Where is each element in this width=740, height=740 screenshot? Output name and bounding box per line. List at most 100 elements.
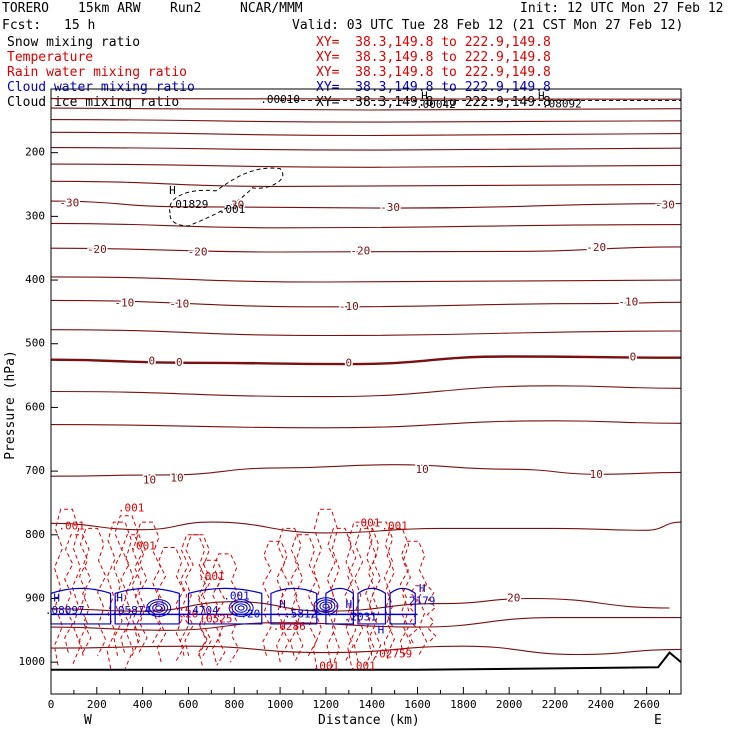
temperature-label: 20 (507, 591, 520, 604)
cloud-water-label: .5812 (284, 607, 317, 620)
temperature-label: -30 (59, 197, 79, 210)
x-axis-right-end: E (654, 713, 662, 728)
x-tick-label: 1400 (358, 698, 385, 711)
y-axis-title: Pressure (hPa) (2, 350, 18, 460)
temperature-contour-6 (50, 180, 682, 187)
cloud-water-core-1-6 (234, 603, 248, 613)
legend-xy-cloud-water: XY= 38.3,149.8 to 222.9,149.8 (316, 80, 551, 95)
temperature-label: -20 (586, 241, 606, 254)
snow-label: .01829 (169, 198, 209, 211)
rain-contour-17 (347, 521, 375, 666)
temperature-contour-3 (50, 131, 682, 137)
temperature-contour-14 (50, 385, 682, 398)
y-tick-label: 800 (25, 528, 45, 541)
cloud-water-core-2-3 (322, 603, 330, 609)
temperature-contour-20 (50, 645, 682, 656)
cloud-water-label: 2179 (409, 595, 436, 608)
temperature-label: -30 (655, 199, 675, 212)
temperature-contour-10 (50, 276, 682, 283)
cloud-water-contour-6 (389, 587, 416, 625)
rain-contour-19 (367, 521, 395, 657)
temperature-label: 10 (143, 474, 156, 487)
cloud-water-contour-2 (187, 587, 263, 625)
temperature-contour-4 (50, 147, 682, 151)
cloud-water-label: .08097 (45, 604, 85, 617)
y-tick-label: 700 (25, 464, 45, 477)
x-tick-label: 800 (224, 698, 244, 711)
x-tick-label: 1200 (313, 698, 340, 711)
cloud-water-contour-4 (325, 587, 354, 625)
temperature-label: -10 (114, 297, 134, 310)
rain-contour-8 (179, 534, 208, 657)
rain-label: .001 (198, 570, 225, 583)
temperature-label: -10 (618, 295, 638, 308)
rain-contour-3 (106, 521, 134, 669)
x-tick-label: 1800 (450, 698, 477, 711)
rain-label: .001 (313, 660, 340, 673)
temperature-contour-17 (50, 521, 682, 534)
y-tick-label: 500 (25, 337, 45, 350)
legend-field-snow: Snow mixing ratio (7, 35, 141, 50)
x-tick-label: 0 (48, 698, 55, 711)
x-tick-label: 2200 (542, 698, 569, 711)
rain-label: .001 (58, 520, 85, 533)
temperature-label: 10 (590, 468, 603, 481)
cloud-water-label: .05874 (111, 604, 151, 617)
legend-xy-snow: XY= 38.3,149.8 to 222.9,149.8 (316, 35, 551, 50)
temperature-label: -20 (188, 246, 208, 259)
temperature-contour-13 (50, 355, 682, 366)
model-run: Run2 (170, 1, 202, 16)
temperature-contour-11 (50, 299, 682, 308)
rain-contour-21 (399, 540, 428, 657)
temperature-label: 0 (148, 355, 155, 368)
high-marker: H (53, 591, 60, 604)
cloud-water-label: .4704 (186, 604, 219, 617)
temperature-label: -10 (169, 297, 189, 310)
model-name: TORERO (2, 1, 49, 16)
rain-contour-2 (79, 527, 107, 657)
high-marker: H (346, 598, 353, 611)
snow-label: .08092 (542, 97, 582, 110)
rain-label: .001 (381, 520, 408, 533)
snow-label: .001 (219, 203, 246, 216)
y-tick-label: 1000 (19, 655, 46, 668)
cloud-water-contour-5 (357, 587, 387, 625)
rain-label: .001 (349, 660, 376, 673)
rain-contour-16 (326, 527, 354, 663)
temperature-label: 0 (346, 356, 353, 369)
high-marker: H (116, 591, 123, 604)
rain-label: .001 (129, 539, 156, 552)
rain-contour-7 (156, 547, 185, 663)
cloud-water-label: .001 (223, 590, 250, 603)
rain-label: .001 (118, 502, 145, 515)
x-tick-label: 400 (133, 698, 153, 711)
cloud-water-label: .2031 (344, 611, 377, 624)
terrain-line (51, 651, 682, 671)
temperature-label: -10 (339, 300, 359, 313)
plot-frame (50, 88, 682, 695)
rain-contour-20 (383, 527, 411, 660)
temperature-contour-19 (50, 617, 682, 631)
snow-label: .00042 (416, 98, 456, 111)
high-marker: H (378, 623, 385, 636)
rain-contour-0 (53, 508, 82, 666)
rain-contour-15 (312, 508, 340, 669)
x-tick-label: 1000 (267, 698, 294, 711)
cloud-water-contour-0 (50, 587, 112, 625)
temperature-label: 10 (170, 472, 183, 485)
x-tick-label: 1600 (404, 698, 431, 711)
high-marker: H (169, 184, 176, 197)
rain-label: .20 (179, 607, 199, 620)
legend-xy-temperature: XY= 38.3,149.8 to 222.9,149.8 (316, 50, 551, 65)
cloud-water-core-2-9 (316, 599, 336, 613)
forecast-value: 15 h (64, 18, 96, 33)
cloud-water-core-2-6 (319, 601, 333, 611)
cloud-water-contour-3 (270, 587, 318, 625)
snow-label: .00010 (260, 93, 300, 106)
cloud-water-label: .20 (240, 607, 260, 620)
x-tick-label: 600 (179, 698, 199, 711)
rain-contour-5 (120, 534, 148, 653)
model-org: NCAR/MMM (240, 1, 303, 16)
temperature-contour-2 (50, 119, 682, 123)
